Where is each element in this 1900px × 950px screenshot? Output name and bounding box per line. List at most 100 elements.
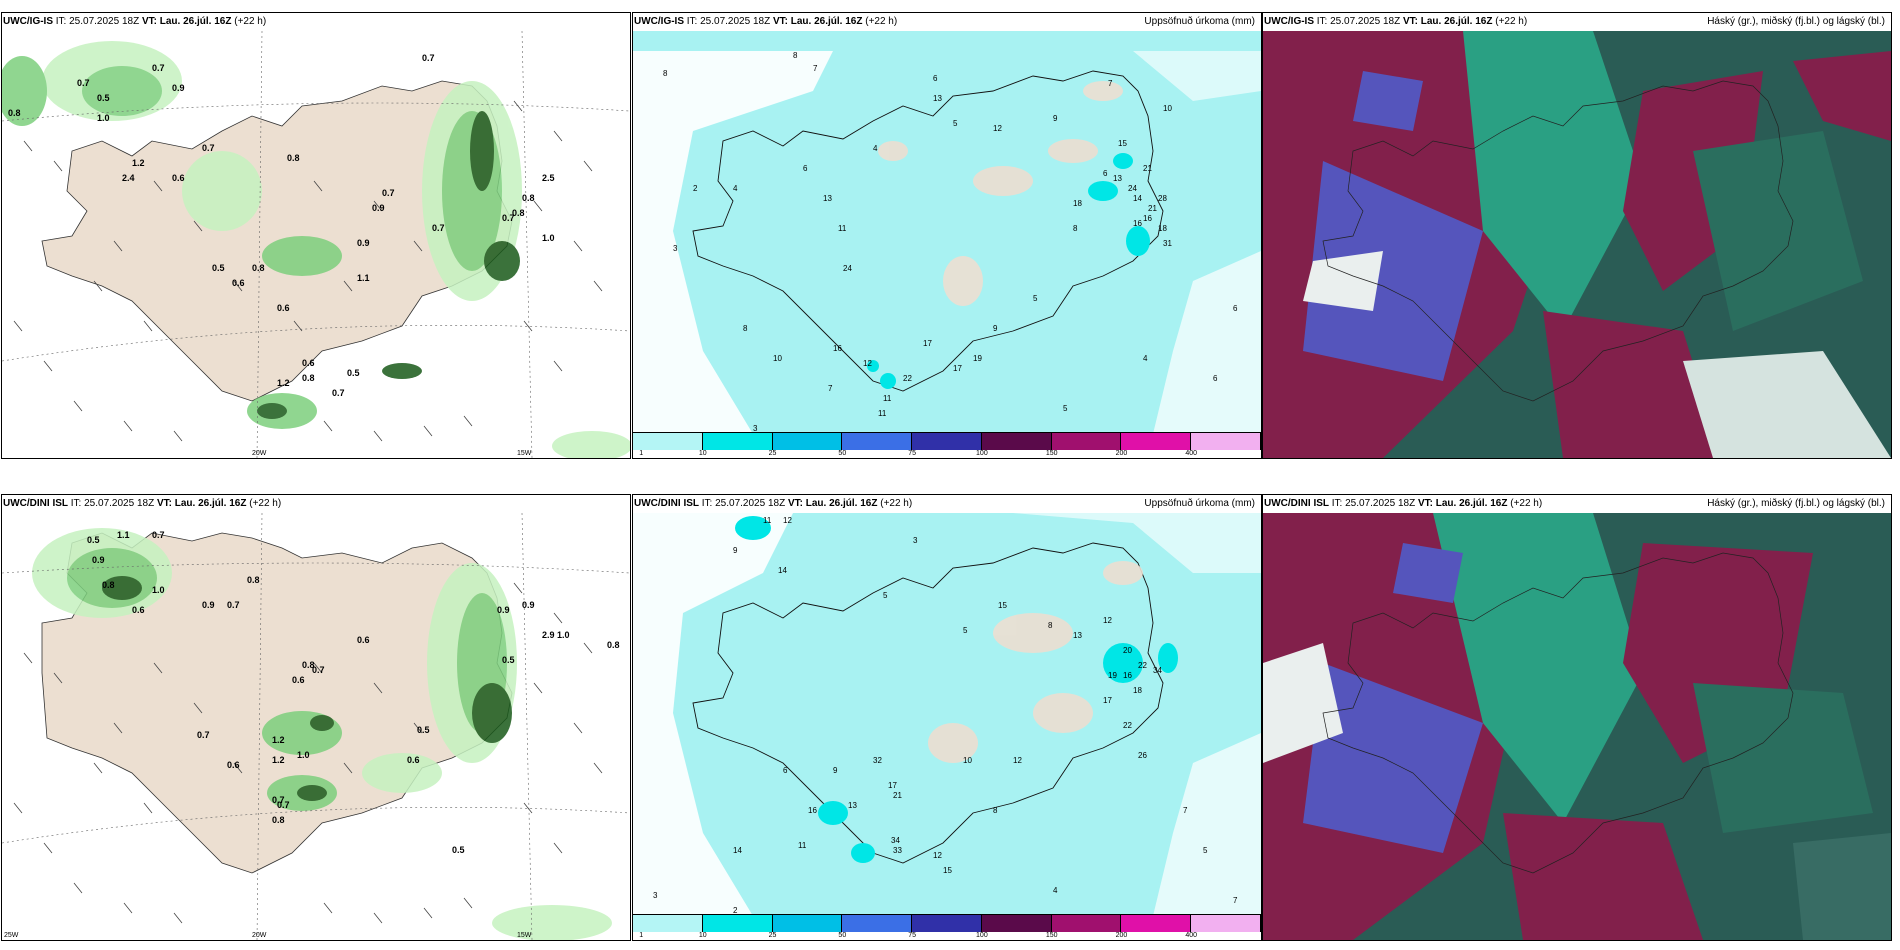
svg-text:7: 7 (1183, 806, 1188, 815)
colorbar-cell (772, 432, 843, 450)
colorbar-tick-label: 10 (698, 932, 707, 939)
svg-text:10: 10 (1163, 104, 1172, 113)
lead-time: (+22 h) (1495, 16, 1528, 27)
model-name: UWC/DINI ISL (1264, 498, 1329, 509)
svg-text:6: 6 (933, 74, 938, 83)
init-time: 25.07.2025 18Z (700, 16, 771, 27)
svg-text:0.7: 0.7 (312, 665, 325, 675)
colorbar-cell (1191, 432, 1261, 450)
colorbar-tick-label: 75 (908, 932, 917, 939)
colorbar-tick-label: 1 (639, 932, 644, 939)
colorbar-tick-label: 100 (976, 932, 988, 939)
cloud-map[interactable] (1263, 31, 1891, 458)
svg-text:0.7: 0.7 (202, 143, 215, 153)
precip-map[interactable]: 11 12 9 14 3 5 15 8 13 16 12 20 22 34 17… (633, 513, 1261, 916)
colorbar-tick-label: 1 (639, 450, 644, 457)
svg-text:1.2: 1.2 (277, 378, 290, 388)
precip-map[interactable]: 8 8 7 6 5 13 10 7 4 6 4 12 11 9 8 6 13 1… (633, 31, 1261, 434)
svg-text:10: 10 (773, 354, 782, 363)
svg-text:4: 4 (733, 184, 738, 193)
model-name: UWC/IG-IS (634, 16, 684, 27)
panel-header: UWC/IG-IS IT: 25.07.2025 18Z VT: Lau. 26… (2, 13, 630, 31)
svg-text:0.8: 0.8 (512, 208, 525, 218)
svg-text:0.8: 0.8 (8, 108, 21, 118)
svg-text:0.7: 0.7 (277, 800, 290, 810)
svg-text:0.8: 0.8 (607, 640, 620, 650)
svg-text:6: 6 (783, 766, 788, 775)
colorbar-tick-label: 50 (838, 450, 847, 457)
precip-colorbar: 1 10 25 50 75 100 150 200 400 (633, 914, 1261, 940)
lon-label-15w: 15W (517, 932, 532, 939)
svg-text:17: 17 (953, 364, 962, 373)
colorbar-cell (1121, 432, 1192, 450)
svg-text:15: 15 (1118, 139, 1127, 148)
precip-colorbar: 1 10 25 50 75 100 150 200 400 (633, 432, 1261, 458)
svg-text:13: 13 (933, 94, 942, 103)
svg-text:0.8: 0.8 (252, 263, 265, 273)
wind-value-labels: 0.5 1.1 0.9 0.7 1.0 0.8 0.7 0.6 0.8 0.9 … (87, 530, 620, 855)
svg-text:8: 8 (993, 806, 998, 815)
svg-text:8: 8 (1073, 224, 1078, 233)
svg-text:0.8: 0.8 (302, 660, 315, 670)
svg-text:1.2: 1.2 (132, 158, 145, 168)
svg-text:5: 5 (953, 119, 958, 128)
svg-text:8: 8 (793, 51, 798, 60)
svg-text:24: 24 (843, 264, 852, 273)
svg-text:1.0: 1.0 (152, 585, 165, 595)
vt-prefix: VT: (1417, 498, 1433, 509)
svg-text:11: 11 (838, 224, 847, 233)
colorbar-cell (912, 914, 982, 932)
svg-text:2.4: 2.4 (122, 173, 135, 183)
wind-map[interactable]: 0.7 0.5 0.7 0.9 1.0 0.8 0.7 1.2 2.4 0.6 … (2, 31, 630, 458)
svg-text:0.6: 0.6 (302, 358, 315, 368)
panel-title: Háský (gr.), miðský (fj.bl.) og lágský (… (1707, 498, 1885, 509)
cloud-map-svg (1263, 513, 1891, 940)
dry-land-patches (878, 81, 1123, 306)
it-prefix: IT: (701, 498, 713, 509)
colorbar-cells (633, 914, 1261, 932)
svg-text:1.0: 1.0 (97, 113, 110, 123)
svg-text:8: 8 (743, 324, 748, 333)
svg-text:9: 9 (1053, 114, 1058, 123)
svg-text:3: 3 (753, 424, 758, 433)
svg-text:8: 8 (1048, 621, 1053, 630)
it-prefix: IT: (1316, 16, 1328, 27)
panel-title: Uppsöfnuð úrkoma (mm) (1144, 16, 1255, 27)
svg-text:0.6: 0.6 (292, 675, 305, 685)
colorbar-cell (1051, 432, 1122, 450)
svg-text:16: 16 (1123, 671, 1132, 680)
svg-text:21: 21 (1143, 164, 1152, 173)
svg-text:6: 6 (1233, 304, 1238, 313)
svg-text:1.0: 1.0 (542, 233, 555, 243)
colorbar-cell (1051, 914, 1122, 932)
lead-time: (+22 h) (865, 16, 898, 27)
svg-text:7: 7 (828, 384, 833, 393)
svg-text:0.9: 0.9 (357, 238, 370, 248)
it-prefix: IT: (1331, 498, 1343, 509)
svg-text:0.8: 0.8 (247, 575, 260, 585)
svg-text:7: 7 (813, 64, 818, 73)
svg-text:33: 33 (893, 846, 902, 855)
it-prefix: IT: (70, 498, 82, 509)
svg-text:13: 13 (1113, 174, 1122, 183)
cloud-map[interactable] (1263, 513, 1891, 940)
wind-map[interactable]: 0.5 1.1 0.9 0.7 1.0 0.8 0.7 0.6 0.8 0.9 … (2, 513, 630, 940)
svg-text:6: 6 (1103, 169, 1108, 178)
lead-time: (+22 h) (249, 498, 282, 509)
grid-lines (2, 31, 630, 458)
svg-text:9: 9 (733, 546, 738, 555)
svg-text:17: 17 (1103, 696, 1112, 705)
svg-text:1.1: 1.1 (357, 273, 370, 283)
svg-text:12: 12 (783, 516, 792, 525)
svg-text:14: 14 (1133, 194, 1142, 203)
svg-text:2: 2 (693, 184, 698, 193)
svg-text:0.7: 0.7 (332, 388, 345, 398)
wind-barbs (13, 582, 603, 924)
svg-text:28: 28 (1158, 194, 1167, 203)
svg-text:32: 32 (873, 756, 882, 765)
panel-top-left-wind: UWC/IG-IS IT: 25.07.2025 18Z VT: Lau. 26… (1, 12, 631, 459)
svg-text:15: 15 (998, 601, 1007, 610)
valid-time: Lau. 26.júl. 16Z (1420, 16, 1493, 27)
svg-text:34: 34 (891, 836, 900, 845)
svg-text:0.8: 0.8 (272, 815, 285, 825)
